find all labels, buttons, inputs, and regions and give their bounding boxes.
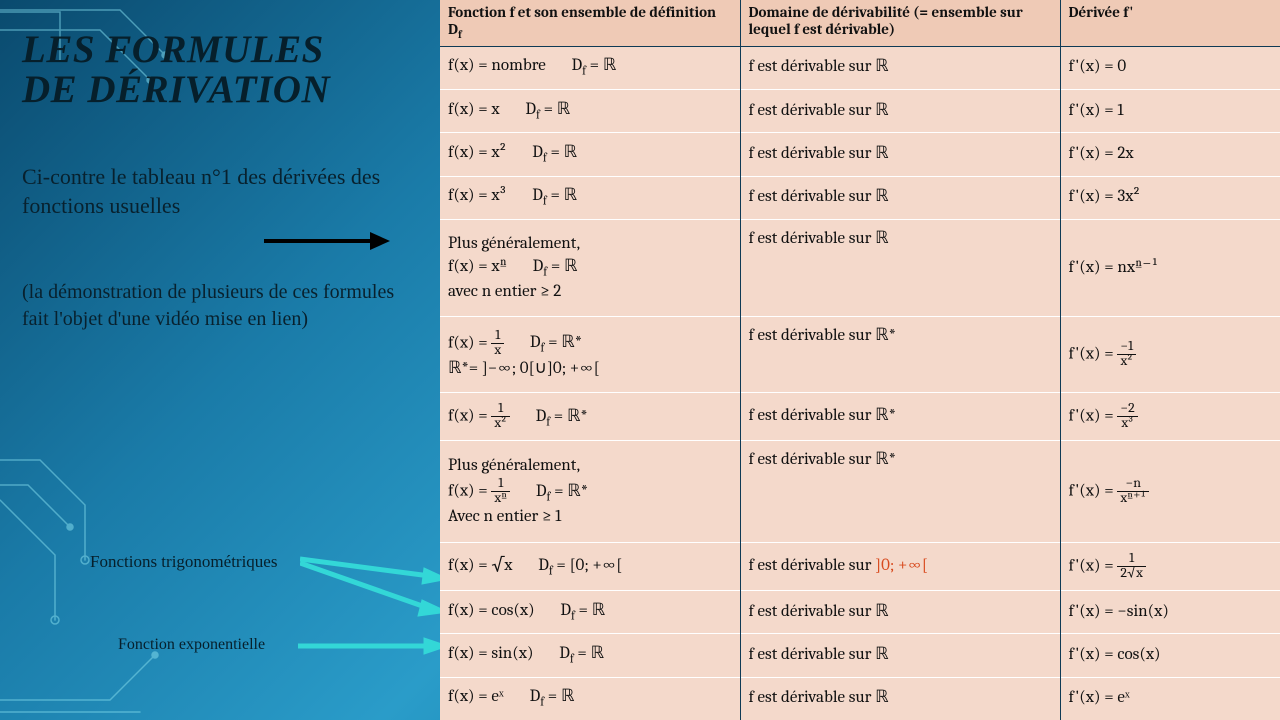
cell-domain: f est dérivable sur ℝ (740, 677, 1060, 720)
cell-domain: f est dérivable sur ℝ (740, 46, 1060, 89)
cell-derivative: f'(x) = eˣ (1060, 677, 1280, 720)
table-row: f(x) = x Df = ℝf est dérivable sur ℝf'(x… (440, 90, 1280, 133)
cell-function: Plus généralement,f(x) = 1xⁿ Df = ℝ*Avec… (440, 441, 740, 543)
cell-function: f(x) = x² Df = ℝ (440, 133, 740, 176)
cell-derivative: f'(x) = nxⁿ⁻¹ (1060, 220, 1280, 317)
cell-domain: f est dérivable sur ℝ* (740, 441, 1060, 543)
cell-derivative: f'(x) = −sin(x) (1060, 590, 1280, 633)
table-row: f(x) = sin(x) Df = ℝf est dérivable sur … (440, 634, 1280, 677)
note-text: (la démonstration de plusieurs de ces fo… (22, 279, 422, 333)
cell-derivative: f'(x) = −2x³ (1060, 393, 1280, 441)
cell-domain: f est dérivable sur ℝ (740, 133, 1060, 176)
cell-domain: f est dérivable sur ℝ* (740, 317, 1060, 393)
cell-function: f(x) = sin(x) Df = ℝ (440, 634, 740, 677)
table-row: f(x) = x³ Df = ℝf est dérivable sur ℝf'(… (440, 176, 1280, 219)
arrow-trig-2-icon (300, 560, 450, 620)
cell-domain: f est dérivable sur ℝ (740, 90, 1060, 133)
title-l2: DE DÉRIVATION (22, 68, 330, 111)
table-row: f(x) = eˣ Df = ℝf est dérivable sur ℝf'(… (440, 677, 1280, 720)
cell-domain: f est dérivable sur ℝ (740, 176, 1060, 219)
cell-function: f(x) = √x Df = [0; +∞[ (440, 542, 740, 590)
cell-function: f(x) = eˣ Df = ℝ (440, 677, 740, 720)
cell-domain: f est dérivable sur ℝ (740, 220, 1060, 317)
cell-function: f(x) = 1x² Df = ℝ* (440, 393, 740, 441)
header-c2: Domaine de dérivabilité (= ensemble sur … (740, 0, 1060, 46)
table-row: Plus généralement,f(x) = xⁿ Df = ℝavec n… (440, 220, 1280, 317)
table-row: f(x) = 1x Df = ℝ*ℝ*= ]−∞; 0[∪]0; +∞[f es… (440, 317, 1280, 393)
cell-function: f(x) = cos(x) Df = ℝ (440, 590, 740, 633)
cell-derivative: f'(x) = 2x (1060, 133, 1280, 176)
tag-trig: Fonctions trigonométriques (90, 552, 277, 572)
intro-text: Ci-contre le tableau n°1 des dérivées de… (22, 162, 422, 221)
title-l1: LES FORMULES (22, 28, 324, 71)
table-row: f(x) = 1x² Df = ℝ*f est dérivable sur ℝ*… (440, 393, 1280, 441)
header-c3: Dérivée f' (1060, 0, 1280, 46)
cell-domain: f est dérivable sur ]0; +∞[ (740, 542, 1060, 590)
arrow-right-icon (262, 230, 392, 252)
header-c1: Fonction f et son ensemble de définition… (440, 0, 740, 46)
cell-function: f(x) = x Df = ℝ (440, 90, 740, 133)
table-row: f(x) = x² Df = ℝf est dérivable sur ℝf'(… (440, 133, 1280, 176)
cell-derivative: f'(x) = 0 (1060, 46, 1280, 89)
cell-derivative: f'(x) = 12√x (1060, 542, 1280, 590)
table-row: Plus généralement,f(x) = 1xⁿ Df = ℝ*Avec… (440, 441, 1280, 543)
tag-exp: Fonction exponentielle (118, 636, 265, 654)
cell-derivative: f'(x) = −nxⁿ⁺¹ (1060, 441, 1280, 543)
cell-derivative: f'(x) = 1 (1060, 90, 1280, 133)
arrow-exp-icon (298, 636, 448, 658)
cell-derivative: f'(x) = −1x² (1060, 317, 1280, 393)
cell-domain: f est dérivable sur ℝ (740, 590, 1060, 633)
header-row: Fonction f et son ensemble de définition… (440, 0, 1280, 46)
cell-function: f(x) = nombre Df = ℝ (440, 46, 740, 89)
table-row: f(x) = √x Df = [0; +∞[f est dérivable su… (440, 542, 1280, 590)
cell-domain: f est dérivable sur ℝ* (740, 393, 1060, 441)
table-row: f(x) = cos(x) Df = ℝf est dérivable sur … (440, 590, 1280, 633)
cell-function: Plus généralement,f(x) = xⁿ Df = ℝavec n… (440, 220, 740, 317)
cell-derivative: f'(x) = 3x² (1060, 176, 1280, 219)
cell-derivative: f'(x) = cos(x) (1060, 634, 1280, 677)
cell-function: f(x) = x³ Df = ℝ (440, 176, 740, 219)
derivatives-table: Fonction f et son ensemble de définition… (440, 0, 1280, 720)
cell-domain: f est dérivable sur ℝ (740, 634, 1060, 677)
table-row: f(x) = nombre Df = ℝf est dérivable sur … (440, 46, 1280, 89)
page-title: LES FORMULES DE DÉRIVATION (22, 30, 422, 110)
cell-function: f(x) = 1x Df = ℝ*ℝ*= ]−∞; 0[∪]0; +∞[ (440, 317, 740, 393)
